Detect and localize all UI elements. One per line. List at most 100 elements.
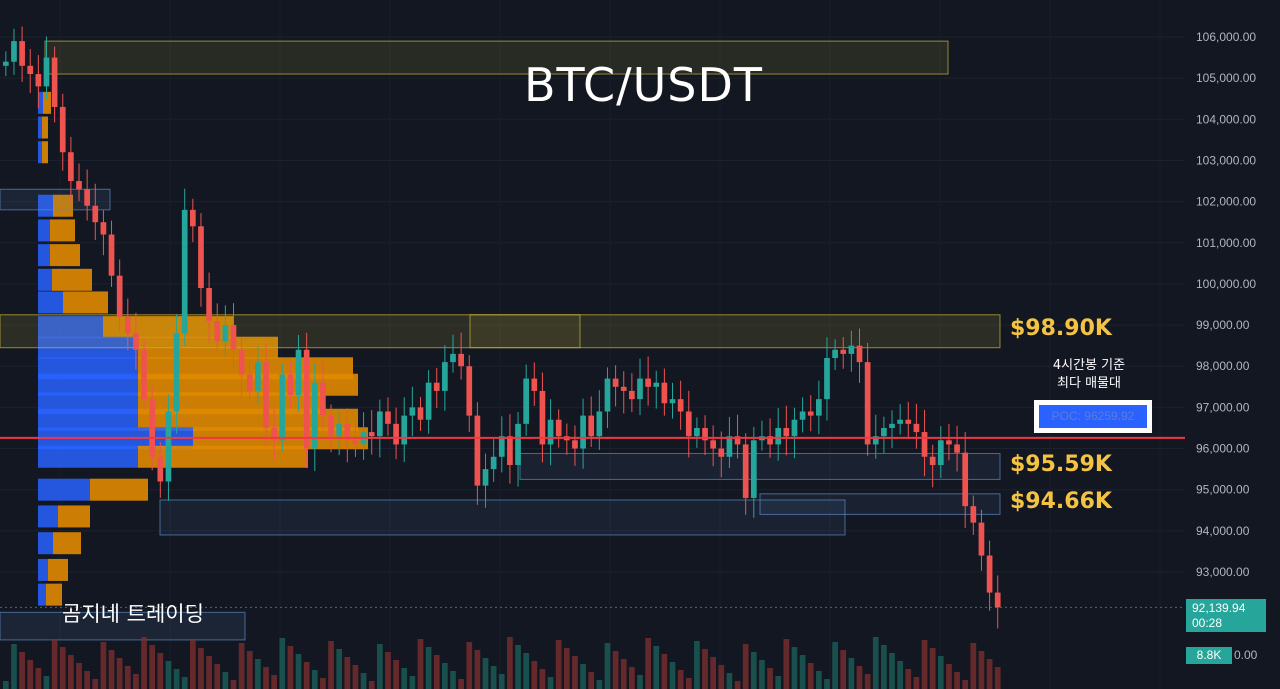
volume-bar bbox=[832, 642, 838, 689]
candle-body bbox=[954, 444, 960, 453]
profile-bar-outside bbox=[52, 268, 92, 291]
candle-body bbox=[913, 423, 920, 433]
candle-body bbox=[376, 411, 383, 437]
volume-bar bbox=[409, 676, 416, 689]
volume-bar bbox=[214, 664, 221, 689]
profile-bar-outside bbox=[53, 194, 73, 217]
volume-bar bbox=[198, 648, 204, 689]
volume-bar bbox=[303, 662, 310, 689]
volume-bar bbox=[385, 652, 391, 689]
candle-body bbox=[149, 399, 156, 457]
volume-bar bbox=[759, 660, 765, 689]
profile-bar-outside bbox=[43, 91, 51, 114]
volume-bar bbox=[523, 653, 530, 689]
volume-bar bbox=[539, 669, 546, 689]
candle-body bbox=[629, 390, 635, 400]
volume-bar bbox=[458, 679, 464, 689]
y-tick-label: 99,000.00 bbox=[1196, 318, 1250, 332]
candle-body bbox=[263, 362, 269, 428]
axis-label-tail: 0.00 bbox=[1234, 648, 1258, 662]
profile-bar-inside bbox=[38, 291, 63, 314]
volume-bar bbox=[35, 668, 42, 689]
volume-bar bbox=[856, 666, 863, 689]
price-zone bbox=[519, 452, 1001, 480]
candle-body bbox=[433, 382, 440, 391]
profile-bar-outside bbox=[63, 291, 108, 314]
volume-bar bbox=[311, 670, 318, 689]
candle-body bbox=[68, 152, 74, 182]
y-tick-label: 103,000.00 bbox=[1196, 153, 1256, 167]
volume-bar bbox=[872, 637, 879, 689]
candle-body bbox=[287, 374, 294, 396]
volume-bar bbox=[791, 647, 798, 689]
volume-bar bbox=[271, 675, 277, 689]
candle-body bbox=[978, 522, 985, 556]
volume-bar bbox=[51, 639, 58, 689]
volume-bars bbox=[3, 637, 1001, 689]
volume-bar bbox=[897, 661, 903, 689]
candle-body bbox=[352, 440, 359, 445]
volume-bar bbox=[401, 668, 408, 689]
volume-bar bbox=[336, 649, 343, 689]
volume-bar bbox=[604, 643, 611, 689]
poc-annotation-line-1: 4시간봉 기준 bbox=[1052, 358, 1126, 373]
volume-bar bbox=[344, 657, 351, 689]
profile-bar-inside bbox=[38, 558, 48, 581]
candle-body bbox=[43, 57, 50, 87]
candle-body bbox=[604, 378, 611, 412]
volume-bar bbox=[840, 650, 847, 689]
profile-bar-outside bbox=[42, 141, 48, 164]
volume-bar bbox=[173, 669, 180, 689]
volume-bar bbox=[433, 655, 440, 689]
candle-body bbox=[637, 378, 643, 400]
price-zone bbox=[159, 499, 846, 536]
volume-bar bbox=[848, 658, 855, 689]
volume-bar bbox=[620, 659, 627, 689]
volume-bar bbox=[775, 676, 782, 689]
candle-body bbox=[881, 427, 887, 437]
price-zone bbox=[0, 611, 246, 641]
volume-bar bbox=[149, 645, 156, 689]
y-tick-label: 95,000.00 bbox=[1196, 483, 1250, 497]
candle-body bbox=[726, 436, 733, 457]
candle-body bbox=[840, 349, 847, 354]
candle-body bbox=[442, 362, 448, 391]
volume-bar bbox=[710, 657, 717, 689]
candle-body bbox=[425, 382, 432, 420]
volume-bar bbox=[133, 674, 139, 689]
candle-body bbox=[336, 423, 343, 437]
y-tick-label: 97,000.00 bbox=[1196, 400, 1250, 414]
volume-bar bbox=[612, 651, 619, 689]
volume-bar bbox=[905, 669, 912, 689]
candle-body bbox=[279, 374, 286, 441]
volume-bar bbox=[661, 654, 668, 689]
volume-bar bbox=[946, 664, 952, 689]
level-label-94-66k: $94.66K bbox=[1010, 489, 1112, 514]
candle-body bbox=[734, 436, 741, 445]
candle-body bbox=[531, 378, 538, 391]
candle-body bbox=[970, 506, 977, 523]
candle-body bbox=[661, 382, 668, 404]
volume-bar bbox=[238, 643, 245, 689]
candle-body bbox=[832, 349, 838, 358]
profile-bar-inside bbox=[38, 532, 53, 555]
volume-bar bbox=[913, 677, 920, 689]
volume-bar bbox=[116, 658, 123, 689]
profile-bar-outside bbox=[48, 558, 68, 581]
candle-body bbox=[19, 41, 25, 66]
candle-body bbox=[596, 411, 603, 437]
candle-body bbox=[710, 440, 717, 449]
poc-label: POC: 96259.92 bbox=[1039, 405, 1147, 428]
profile-bar-inside bbox=[38, 268, 52, 291]
volume-bar bbox=[255, 659, 261, 689]
last-price-tag[interactable]: 92,139.94 00:28 bbox=[1186, 599, 1266, 632]
candle-body bbox=[742, 444, 749, 498]
poc-annotation-line-2: 최다 매물대 bbox=[1057, 376, 1121, 391]
volume-bar bbox=[295, 654, 302, 689]
candle-body bbox=[864, 362, 871, 445]
candle-body bbox=[612, 378, 619, 387]
candle-body bbox=[84, 189, 90, 206]
volume-bar bbox=[68, 655, 74, 689]
